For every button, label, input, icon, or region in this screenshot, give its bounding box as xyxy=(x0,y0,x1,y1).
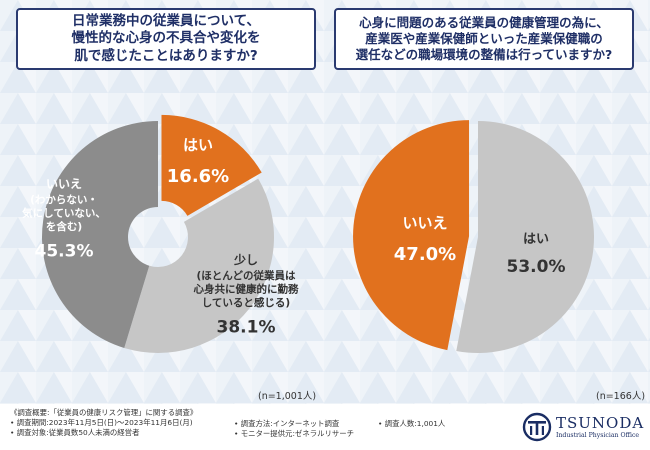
survey-info-middle: • 調査方法:インターネット調査 • モニター提供元:ゼネラルリサーチ xyxy=(234,419,354,439)
pie-chart-2: はい 53.0% いいえ 47.0% xyxy=(353,120,595,353)
pie-slice xyxy=(161,114,262,216)
question-box-2: 心身に問題のある従業員の健康管理の為に、 産業医や産業保健師といった産業保健職の… xyxy=(334,8,634,70)
pie-slice xyxy=(124,178,274,354)
slice-label: いいえ 47.0% xyxy=(394,214,456,265)
slice-value: 47.0% xyxy=(394,244,456,265)
slice-label-text: していると感じる) xyxy=(202,296,290,309)
company-logo: TSUNODA Industrial Physician Office xyxy=(522,412,646,446)
slice-label-text: はい xyxy=(523,232,549,247)
slice-label-text: いいえ xyxy=(402,214,447,232)
slice-label-text: はい xyxy=(183,136,213,154)
sample-size-2: (n=166人) xyxy=(596,391,646,402)
slice-label-text: (ほとんどの従業員は xyxy=(197,269,296,282)
pie-slice xyxy=(456,121,595,353)
slice-value: 38.1% xyxy=(217,318,276,338)
question-2-line: 心身に問題のある従業員の健康管理の為に、 xyxy=(359,14,609,30)
slice-label-text: (わからない・ xyxy=(30,194,98,206)
slice-label: いいえ (わからない・気にしていない、を含む) 45.3% xyxy=(21,177,106,262)
slice-label-text: 心身共に健康的に勤務 xyxy=(194,283,299,296)
question-box-1: 日常業務中の従業員について、 慢性的な心身の不具合や変化を 肌で感じたことはあり… xyxy=(16,8,316,70)
logo-subtitle: Industrial Physician Office xyxy=(556,432,640,439)
slice-label-text: 少し xyxy=(233,252,258,267)
slice-value: 45.3% xyxy=(35,242,94,262)
pie-slice xyxy=(353,120,470,351)
logo-mark-icon xyxy=(522,412,552,442)
slice-label-text: を含む) xyxy=(46,220,82,233)
question-2-line: 選任などの職場環境の整備は行っていますか? xyxy=(355,47,613,63)
logo-name: TSUNODA xyxy=(556,414,645,432)
survey-provider: • モニター提供元:ゼネラルリサーチ xyxy=(234,428,355,438)
slice-value: 16.6% xyxy=(167,166,229,187)
sample-size-1: (n=1,001人) xyxy=(258,391,317,402)
slice-label-text: 気にしていない、 xyxy=(21,207,106,220)
survey-count: • 調査人数:1,001人 xyxy=(378,419,446,428)
survey-target: • 調査対象:従業員数50人未満の経営者 xyxy=(10,427,140,437)
question-2-line: 産業医や産業保健師といった産業保健職の xyxy=(365,30,603,46)
survey-period: • 調査期間:2023年11月5日(日)〜2023年11月6日(月) xyxy=(10,417,193,427)
question-1-line: 肌で感じたことはありますか? xyxy=(74,47,258,64)
slice-value: 53.0% xyxy=(507,257,566,277)
survey-title: 《調査概要:「従業員の健康リスク管理」に関する調査》 xyxy=(10,408,198,417)
survey-method: • 調査方法:インターネット調査 xyxy=(234,419,340,428)
slice-label-text: いいえ xyxy=(46,177,82,191)
slice-label: はい 16.6% xyxy=(167,136,229,187)
question-1-line: 日常業務中の従業員について、 xyxy=(72,12,260,29)
footer: 《調査概要:「従業員の健康リスク管理」に関する調査》 • 調査期間:2023年1… xyxy=(0,404,650,450)
slice-label: はい 53.0% xyxy=(507,232,566,277)
survey-info-right: • 調査人数:1,001人 xyxy=(378,419,445,429)
survey-info-left: 《調査概要:「従業員の健康リスク管理」に関する調査》 • 調査期間:2023年1… xyxy=(10,408,197,438)
pie-slice xyxy=(42,121,158,348)
question-1-line: 慢性的な心身の不具合や変化を xyxy=(71,30,261,47)
